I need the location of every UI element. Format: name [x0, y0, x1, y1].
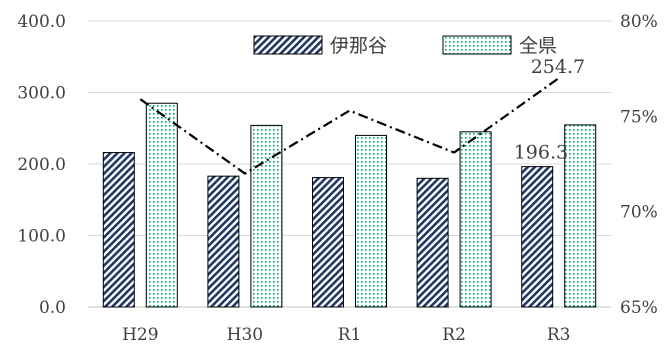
right-tick-label: 70%: [620, 203, 658, 223]
left-tick-label: 0.0: [39, 298, 66, 318]
bar-zenken: [355, 134, 387, 308]
right-axis-ticks: 65% 70% 75% 80%: [620, 12, 658, 318]
bar-inadani: [312, 177, 344, 308]
bar-inadani: [207, 175, 240, 308]
legend-swatch-zenken: [442, 35, 512, 55]
x-tick-label: H30: [227, 325, 263, 345]
legend-label-zenken: 全県: [519, 35, 557, 57]
right-tick-label: 65%: [620, 298, 658, 318]
data-label: 254.7: [531, 56, 585, 78]
right-tick-label: 80%: [620, 12, 658, 32]
legend-swatch-inadani: [253, 35, 323, 55]
left-tick-label: 100.0: [17, 227, 66, 247]
left-axis-ticks: 0.0 100.0 200.0 300.0 400.0: [17, 12, 66, 318]
bar-inadani: [416, 177, 449, 308]
data-label: 196.3: [514, 142, 568, 164]
x-axis-ticks: H29 H30 R1 R2 R3: [122, 325, 570, 345]
bar-zenken: [459, 131, 492, 308]
bar-inadani: [102, 152, 135, 308]
ratio-line: [139, 77, 560, 175]
legend-label-inadani: 伊那谷: [330, 35, 387, 57]
bar-zenken: [564, 124, 597, 308]
bar-zenken: [145, 102, 178, 308]
data-labels: 196.3 254.7: [514, 56, 585, 164]
bar-zenken: [250, 124, 283, 308]
legend: 伊那谷 全県: [253, 35, 557, 57]
x-tick-label: R3: [547, 325, 571, 345]
left-tick-label: 300.0: [17, 84, 66, 104]
left-tick-label: 200.0: [17, 155, 66, 175]
bars: [102, 102, 597, 308]
x-tick-label: R2: [442, 325, 466, 345]
x-tick-label: R1: [338, 325, 362, 345]
line-series: [139, 77, 560, 175]
x-tick-label: H29: [122, 325, 158, 345]
right-tick-label: 75%: [620, 107, 658, 127]
bar-inadani: [521, 166, 554, 308]
left-tick-label: 400.0: [17, 12, 66, 32]
